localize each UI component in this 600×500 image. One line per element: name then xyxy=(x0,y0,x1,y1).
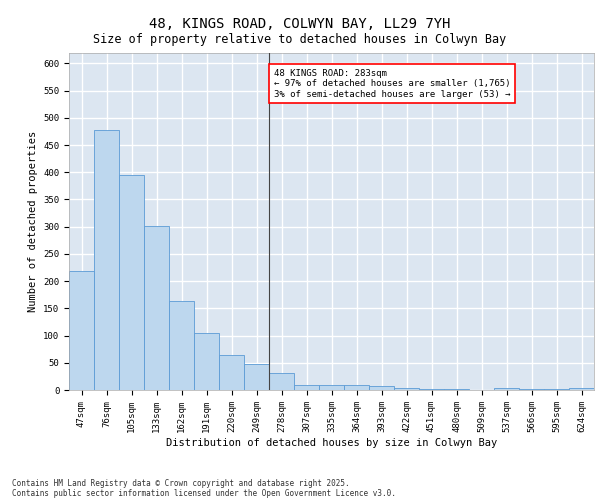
Bar xyxy=(94,130,119,390)
Bar xyxy=(244,364,269,390)
Bar xyxy=(144,226,169,390)
Bar xyxy=(194,333,219,390)
Bar xyxy=(319,385,344,390)
Text: Contains HM Land Registry data © Crown copyright and database right 2025.: Contains HM Land Registry data © Crown c… xyxy=(12,478,350,488)
X-axis label: Distribution of detached houses by size in Colwyn Bay: Distribution of detached houses by size … xyxy=(166,438,497,448)
Bar xyxy=(219,354,244,390)
Text: 48 KINGS ROAD: 283sqm
← 97% of detached houses are smaller (1,765)
3% of semi-de: 48 KINGS ROAD: 283sqm ← 97% of detached … xyxy=(274,69,511,98)
Text: Contains public sector information licensed under the Open Government Licence v3: Contains public sector information licen… xyxy=(12,488,396,498)
Bar xyxy=(569,388,594,390)
Bar xyxy=(294,385,319,390)
Bar xyxy=(119,175,144,390)
Bar xyxy=(494,388,519,390)
Bar xyxy=(269,372,294,390)
Bar xyxy=(394,388,419,390)
Bar xyxy=(419,389,444,390)
Y-axis label: Number of detached properties: Number of detached properties xyxy=(28,130,38,312)
Bar xyxy=(69,272,94,390)
Bar xyxy=(519,389,544,390)
Bar xyxy=(169,302,194,390)
Bar xyxy=(444,389,469,390)
Bar xyxy=(369,386,394,390)
Text: 48, KINGS ROAD, COLWYN BAY, LL29 7YH: 48, KINGS ROAD, COLWYN BAY, LL29 7YH xyxy=(149,18,451,32)
Text: Size of property relative to detached houses in Colwyn Bay: Size of property relative to detached ho… xyxy=(94,32,506,46)
Bar xyxy=(344,385,369,390)
